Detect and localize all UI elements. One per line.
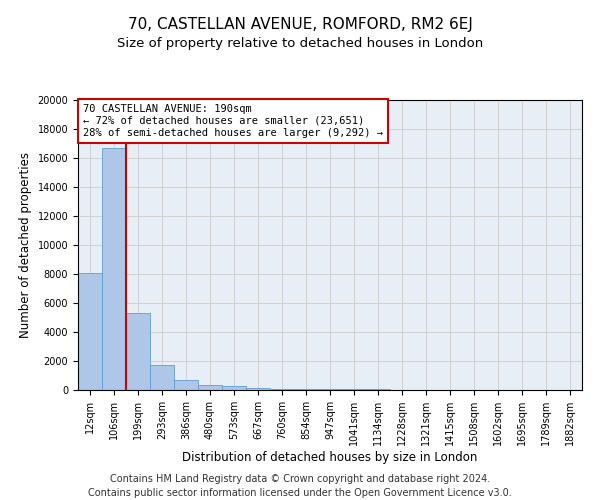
X-axis label: Distribution of detached houses by size in London: Distribution of detached houses by size … xyxy=(182,451,478,464)
Text: 70 CASTELLAN AVENUE: 190sqm
← 72% of detached houses are smaller (23,651)
28% of: 70 CASTELLAN AVENUE: 190sqm ← 72% of det… xyxy=(83,104,383,138)
Bar xyxy=(198,385,222,390)
Bar xyxy=(174,380,198,390)
Text: 70, CASTELLAN AVENUE, ROMFORD, RM2 6EJ: 70, CASTELLAN AVENUE, ROMFORD, RM2 6EJ xyxy=(128,18,472,32)
Y-axis label: Number of detached properties: Number of detached properties xyxy=(19,152,32,338)
Bar xyxy=(222,386,246,390)
Bar xyxy=(126,313,150,390)
Text: Contains HM Land Registry data © Crown copyright and database right 2024.
Contai: Contains HM Land Registry data © Crown c… xyxy=(88,474,512,498)
Bar xyxy=(270,389,294,390)
Bar xyxy=(150,366,174,390)
Bar xyxy=(246,388,270,390)
Bar xyxy=(78,272,102,390)
Text: Size of property relative to detached houses in London: Size of property relative to detached ho… xyxy=(117,38,483,51)
Bar xyxy=(294,389,318,390)
Bar xyxy=(102,148,126,390)
